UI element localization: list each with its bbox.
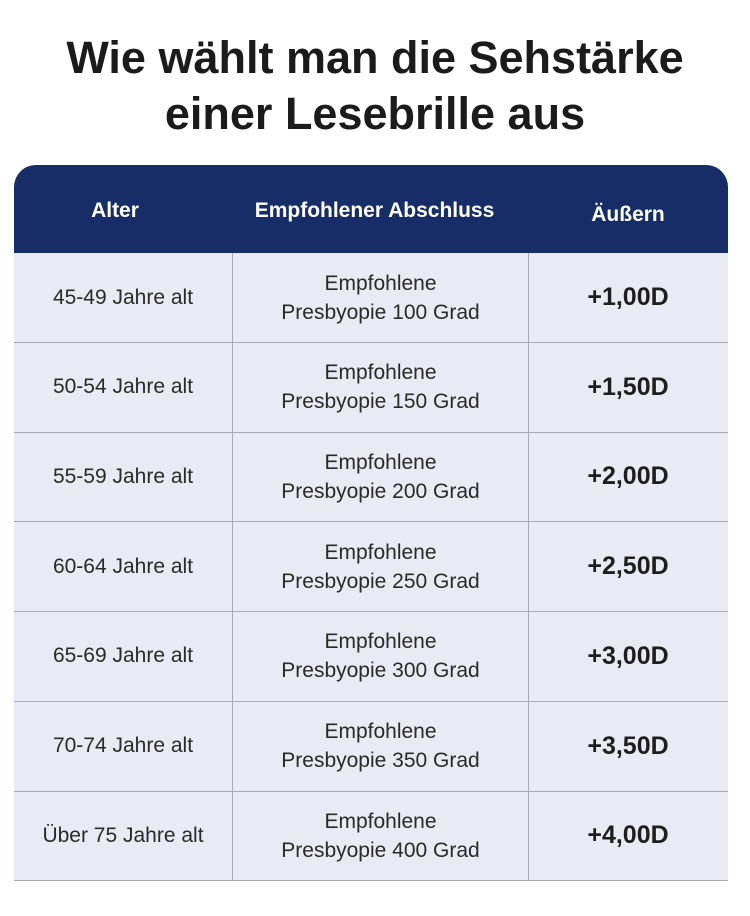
age-cell: 70-74 Jahre alt [52,734,194,757]
recommendation-cell: Empfohlene Presbyopie 100 Grad [232,253,529,342]
diopter-cell: +2,50D [587,552,669,581]
table-row: 70-74 Jahre alt Empfohlene Presbyopie 350 … [14,701,728,792]
age-cell: Über 75 Jahre alt [42,823,204,847]
recommendation-line: Empfohlene [324,361,437,385]
header-cell: Äußern [591,203,665,226]
table-row: 55-59 Jahre alt Empfohlene Presbyopie 200 … [14,432,728,523]
recommendation-cell: Empfohlene Presbyopie 150 Grad [232,342,529,432]
recommendation-line: Empfohlene [324,271,437,295]
diopter-cell: +3,50D [587,731,669,760]
header-cell: Alter [91,199,139,222]
age-cell: 45-49 Jahre alt [52,285,194,309]
recommendation-line: Presbyopie 400 Grad [281,838,480,862]
diopter-cell: +3,00D [587,641,669,670]
title-line: Wie wählt man die Sehstärke [66,32,684,83]
table-row: 60-64 Jahre alt Empfohlene Presbyopie 250 … [14,522,728,613]
age-cell: 65-69 Jahre alt [52,644,194,668]
table-header: Alter Empfohlener Abschluss Äußern [14,165,728,253]
table: Alter Empfohlener Abschluss Äußern 45-49… [14,165,728,881]
recommendation-line: Presbyopie 200 Grad [281,479,480,503]
table-row: 45-49 Jahre alt Empfohlene Presbyopie 100 … [14,253,728,343]
diopter-cell: +1,00D [587,283,669,311]
header-cell: Empfohlener Abschluss [254,199,495,222]
recommendation-cell: Empfohlene Presbyopie 350 Grad [232,701,529,791]
age-cell: 50-54 Jahre alt [52,375,194,399]
recommendation-line: Empfohlene [324,630,437,654]
table-row: Über 75 Jahre alt Empfohlene Presbyopie 40… [14,791,728,881]
recommendation-cell: Empfohlene Presbyopie 300 Grad [232,611,529,701]
table-row: 50-54 Jahre alt Empfohlene Presbyopie 150 … [14,342,728,433]
age-cell: 55-59 Jahre alt [52,464,194,488]
table-row: 65-69 Jahre alt Empfohlene Presbyopie 300 … [14,611,728,702]
recommendation-line: Empfohlene [324,450,437,474]
recommendation-line: Presbyopie 100 Grad [281,300,480,324]
age-cell: 60-64 Jahre alt [52,554,194,578]
recommendation-line: Presbyopie 300 Grad [281,659,480,683]
diopter-cell: +4,00D [587,821,669,850]
recommendation-line: Presbyopie 150 Grad [281,390,480,414]
recommendation-cell: Empfohlene Presbyopie 200 Grad [232,432,529,522]
diopter-cell: +1,50D [587,372,669,401]
recommendation-line: Empfohlene [324,809,437,833]
diopter-cell: +2,00D [587,462,669,491]
recommendation-cell: Empfohlene Presbyopie 400 Grad [232,791,529,881]
recommendation-cell: Empfohlene Presbyopie 250 Grad [232,522,529,612]
recommendation-line: Presbyopie 350 Grad [281,749,480,772]
recommendation-line: Presbyopie 250 Grad [281,569,480,593]
recommendation-line: Empfohlene [324,720,437,743]
title: Wie wählt man die Sehstärke einer Lesebr… [0,30,750,142]
title-line: einer Lesebrille aus [164,88,586,139]
recommendation-line: Empfohlene [324,540,437,564]
